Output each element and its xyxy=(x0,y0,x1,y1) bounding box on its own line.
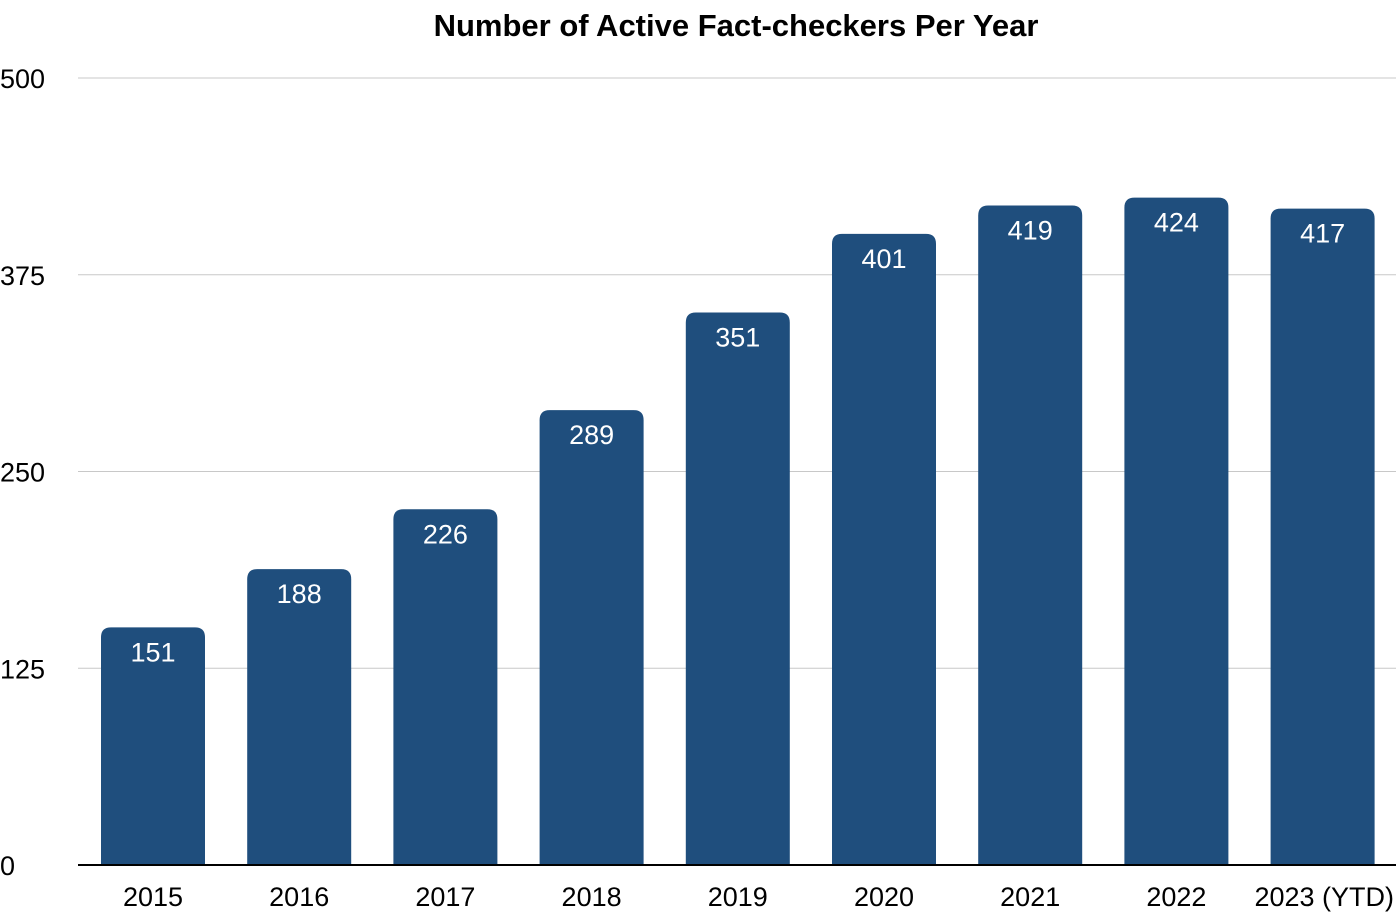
y-tick-label: 500 xyxy=(0,64,45,94)
bar-2017 xyxy=(393,509,498,865)
x-tick-label: 2017 xyxy=(415,882,475,912)
x-tick-label: 2015 xyxy=(123,882,183,912)
bar-2019 xyxy=(685,312,790,865)
x-axis-ticks: 2015 2016 2017 2018 2019 2020 2021 2022 2023 (YT… xyxy=(123,882,1394,912)
y-tick-label: 0 xyxy=(0,851,15,881)
y-tick-label: 125 xyxy=(0,654,45,684)
y-tick-label: 375 xyxy=(0,261,45,291)
data-label: 188 xyxy=(277,579,322,609)
x-tick-label: 2021 xyxy=(1000,882,1060,912)
data-label: 419 xyxy=(1008,215,1053,245)
x-tick-label: 2023 (YTD) xyxy=(1254,882,1394,912)
data-labels: 151 188 226 289 351 401 419 424 417 xyxy=(130,208,1345,668)
data-label: 289 xyxy=(569,420,614,450)
bar-2022 xyxy=(1124,197,1229,865)
data-label: 151 xyxy=(130,637,175,667)
x-tick-label: 2020 xyxy=(854,882,914,912)
bar-2021 xyxy=(978,205,1083,865)
y-axis-ticks: 0 125 250 375 500 xyxy=(0,64,45,881)
bar-2023-ytd xyxy=(1270,208,1375,866)
x-tick-label: 2018 xyxy=(562,882,622,912)
x-tick-label: 2019 xyxy=(708,882,768,912)
data-label: 351 xyxy=(715,323,760,353)
data-label: 417 xyxy=(1300,219,1345,249)
chart-title: Number of Active Fact-checkers Per Year xyxy=(434,8,1039,43)
bar-2018 xyxy=(539,410,644,865)
bar-2020 xyxy=(832,233,936,866)
bars xyxy=(101,197,1375,866)
x-tick-label: 2022 xyxy=(1146,882,1206,912)
data-label: 226 xyxy=(423,519,468,549)
bar-2016 xyxy=(247,569,352,865)
data-label: 424 xyxy=(1154,208,1199,238)
data-label: 401 xyxy=(861,244,906,274)
bar-2015 xyxy=(101,627,205,865)
x-tick-label: 2016 xyxy=(269,882,329,912)
y-tick-label: 250 xyxy=(0,458,45,488)
